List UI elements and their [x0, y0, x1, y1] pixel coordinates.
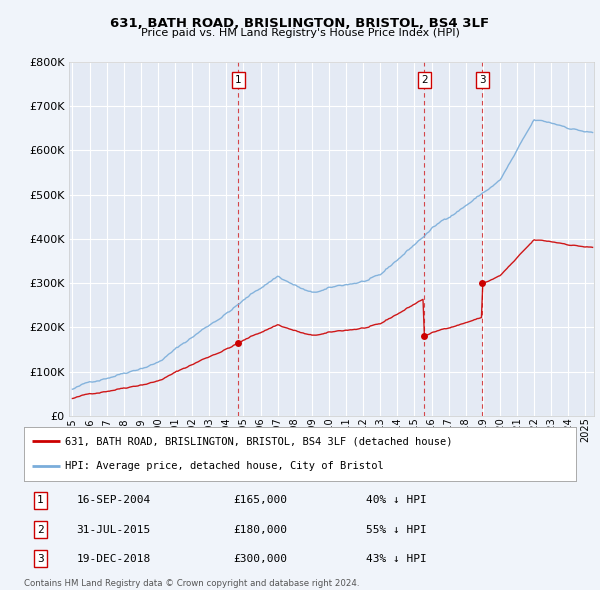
Text: 1: 1 [235, 75, 242, 84]
Text: 3: 3 [37, 554, 44, 564]
Text: £300,000: £300,000 [234, 554, 288, 564]
Text: £180,000: £180,000 [234, 525, 288, 535]
Text: 631, BATH ROAD, BRISLINGTON, BRISTOL, BS4 3LF (detached house): 631, BATH ROAD, BRISLINGTON, BRISTOL, BS… [65, 436, 453, 446]
Text: 40% ↓ HPI: 40% ↓ HPI [366, 495, 427, 505]
Text: 19-DEC-2018: 19-DEC-2018 [76, 554, 151, 564]
Text: 2: 2 [421, 75, 428, 84]
Text: 43% ↓ HPI: 43% ↓ HPI [366, 554, 427, 564]
Text: 2: 2 [37, 525, 44, 535]
Text: Price paid vs. HM Land Registry's House Price Index (HPI): Price paid vs. HM Land Registry's House … [140, 28, 460, 38]
Text: 55% ↓ HPI: 55% ↓ HPI [366, 525, 427, 535]
Text: HPI: Average price, detached house, City of Bristol: HPI: Average price, detached house, City… [65, 461, 384, 471]
Text: 1: 1 [37, 495, 44, 505]
Text: £165,000: £165,000 [234, 495, 288, 505]
Text: 3: 3 [479, 75, 485, 84]
Text: 631, BATH ROAD, BRISLINGTON, BRISTOL, BS4 3LF: 631, BATH ROAD, BRISLINGTON, BRISTOL, BS… [110, 17, 490, 30]
Text: 16-SEP-2004: 16-SEP-2004 [76, 495, 151, 505]
Text: Contains HM Land Registry data © Crown copyright and database right 2024.
This d: Contains HM Land Registry data © Crown c… [24, 579, 359, 590]
Text: 31-JUL-2015: 31-JUL-2015 [76, 525, 151, 535]
